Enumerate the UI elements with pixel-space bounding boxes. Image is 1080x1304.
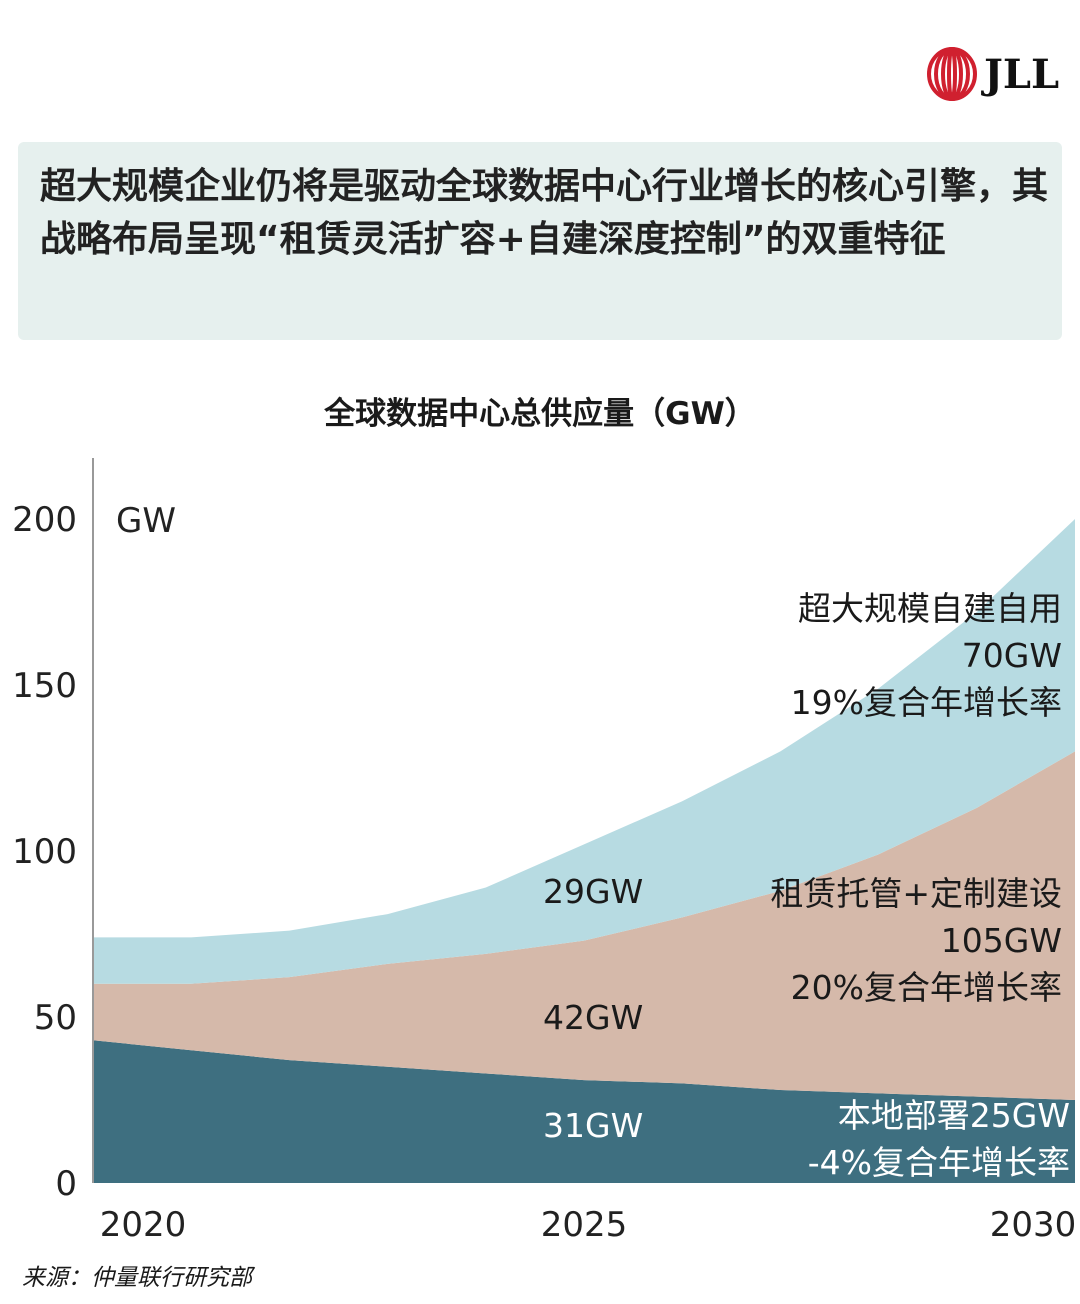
label-onprem: 本地部署25GW -4%复合年增长率 [808,1092,1070,1186]
jll-logo: JLL [926,46,1059,102]
label-onprem-2025: 31GW [543,1106,644,1145]
label-colocation-value: 105GW [940,921,1062,960]
logo-text: JLL [984,50,1060,98]
label-hyperscale-name: 超大规模自建自用 [798,589,1062,628]
label-hyperscale: 超大规模自建自用 70GW 19%复合年增长率 [791,585,1062,726]
label-onprem-cagr: -4%复合年增长率 [807,1143,1070,1182]
y-tick-label: 0 [55,1164,77,1204]
label-onprem-name: 本地部署25GW [837,1096,1070,1135]
y-tick-label: 50 [34,998,77,1038]
label-hyperscale-value: 70GW [961,636,1062,675]
area-colocation [93,751,1075,1100]
area-onprem [93,1040,1075,1183]
area-hyperscale [93,519,1075,984]
label-hyperscale-cagr: 19%复合年增长率 [790,683,1062,722]
label-colocation: 租赁托管+定制建设 105GW 20%复合年增长率 [770,870,1062,1011]
source-note: 来源：仲量联行研究部 [22,1265,252,1291]
x-tick-label: 2025 [541,1205,628,1245]
y-unit-label: GW [116,501,176,541]
chart-title: 全球数据中心总供应量（GW） [324,396,756,432]
headline-box [18,142,1062,340]
label-colocation-cagr: 20%复合年增长率 [790,968,1062,1007]
headline: 超大规模企业仍将是驱动全球数据中心行业增长的核心引擎，其战略布局呈现“租赁灵活扩… [40,166,1049,260]
label-colocation-name: 租赁托管+定制建设 [770,874,1062,913]
label-colocation-2025: 42GW [543,998,644,1037]
x-tick-label: 2020 [100,1205,187,1245]
y-tick-label: 100 [12,832,77,872]
label-hyperscale-2025: 29GW [543,872,644,911]
y-tick-label: 150 [12,666,77,706]
jll-rings-icon [927,47,977,101]
y-tick-label: 200 [12,500,77,540]
x-tick-label: 2030 [990,1205,1077,1245]
